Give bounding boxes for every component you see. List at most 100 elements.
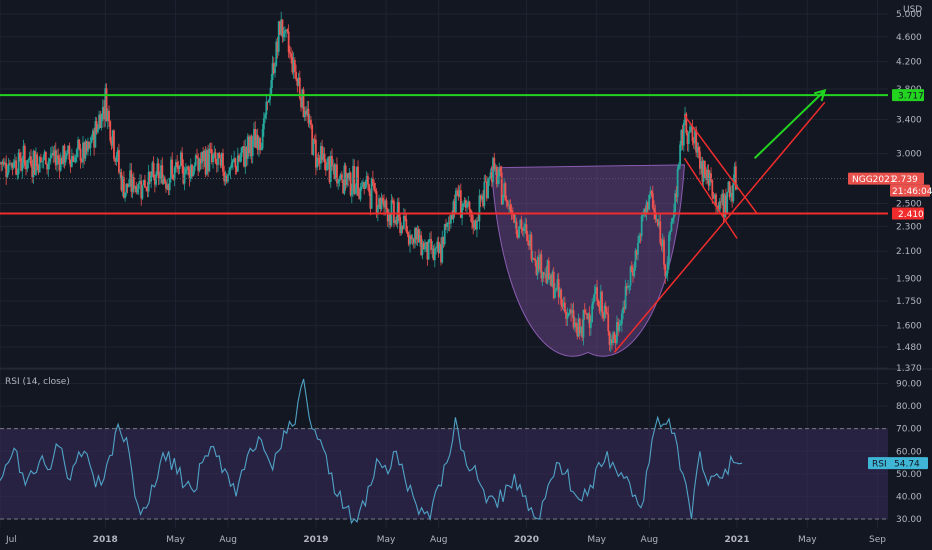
- candle-body: [514, 221, 517, 223]
- price-pane[interactable]: [0, 11, 888, 357]
- candle-body: [88, 141, 91, 149]
- candle-body: [705, 174, 708, 180]
- candle-body: [31, 165, 34, 178]
- candle-body: [410, 235, 413, 239]
- candle-body: [388, 213, 390, 222]
- candle-body: [700, 161, 703, 169]
- candle-body: [478, 195, 481, 222]
- candle-body: [721, 193, 724, 202]
- candle-body: [168, 178, 171, 191]
- candle-body: [703, 160, 706, 175]
- candle-body: [286, 29, 289, 32]
- candle-body: [113, 130, 115, 159]
- candle-body: [25, 165, 27, 170]
- candle-body: [39, 157, 42, 162]
- candle-body: [545, 273, 548, 283]
- candle-body: [103, 106, 105, 120]
- candle-body: [121, 177, 124, 191]
- candle-body: [718, 201, 721, 212]
- candle-body: [573, 322, 576, 328]
- candle-body: [702, 160, 705, 182]
- projection-arrow-head[interactable]: [813, 89, 827, 102]
- candle-body: [531, 258, 534, 260]
- candle-body: [585, 312, 587, 314]
- time-tick-label: Aug: [219, 535, 237, 545]
- candle-body: [132, 177, 135, 189]
- candle-body: [228, 170, 231, 175]
- candle-body: [46, 164, 48, 170]
- candle-body: [63, 145, 66, 163]
- candle-body: [285, 29, 288, 31]
- candle-body: [250, 136, 253, 156]
- candle-body: [245, 146, 248, 159]
- candle-body: [155, 173, 157, 185]
- candle-body: [536, 257, 539, 275]
- candle-body: [477, 220, 480, 222]
- candle-body: [438, 244, 441, 254]
- candle-body: [521, 228, 524, 232]
- candle-body: [407, 234, 410, 245]
- candle-body: [80, 160, 83, 163]
- candle-body: [427, 239, 430, 260]
- trend-drawings[interactable]: [613, 89, 827, 353]
- candle-body: [363, 182, 366, 189]
- candle-body: [65, 152, 68, 156]
- candle-body: [511, 214, 514, 216]
- candle-body: [101, 106, 104, 114]
- candle-body: [2, 161, 5, 165]
- candle-body: [368, 184, 371, 193]
- candle-body: [711, 180, 714, 197]
- price-axis[interactable]: USD 5.0004.6004.2003.8003.4003.0002.5002…: [896, 5, 922, 374]
- candle-body: [586, 313, 589, 319]
- candle-body: [575, 322, 577, 326]
- candle-body: [100, 113, 103, 128]
- candle-body: [281, 19, 284, 38]
- price-tick-label: 2.100: [896, 247, 922, 257]
- candle-body: [513, 214, 515, 223]
- candle-body: [297, 77, 300, 86]
- candle-body: [201, 152, 203, 164]
- candle-body: [580, 327, 582, 334]
- candle-body: [291, 57, 294, 73]
- candle-body: [124, 192, 127, 198]
- time-axis[interactable]: Jul 2018 May Aug 2019 May Aug 2020 May Aug 2021 May…: [5, 535, 886, 545]
- candle-body: [687, 132, 690, 144]
- candle-body: [229, 167, 232, 171]
- projection-arrow[interactable]: [753, 89, 826, 159]
- candle-body: [4, 162, 6, 165]
- rising-trendline[interactable]: [613, 101, 826, 353]
- channel-lower-line[interactable]: [683, 157, 738, 239]
- candle-body: [589, 322, 592, 328]
- candle-body: [385, 200, 388, 210]
- rsi-axis[interactable]: 90.00 80.00 70.00 60.00 50.00 40.00 30.00: [896, 380, 922, 525]
- candle-body: [362, 182, 364, 187]
- rsi-pane[interactable]: RSI (14, close): [0, 377, 888, 525]
- candle-body: [15, 160, 18, 175]
- candle-body: [690, 126, 693, 128]
- rsi-title[interactable]: RSI (14, close): [5, 377, 70, 387]
- candle-body: [528, 240, 530, 246]
- time-tick-label: Aug: [641, 535, 659, 545]
- candle-body: [560, 289, 563, 305]
- candle-body: [443, 224, 446, 245]
- candle-body: [171, 159, 174, 176]
- channel-upper-line[interactable]: [683, 115, 758, 214]
- candle-body: [593, 293, 596, 302]
- candle-body: [401, 226, 404, 229]
- candle-body: [458, 190, 461, 197]
- candle-body: [464, 200, 467, 208]
- candle-body: [108, 110, 110, 122]
- candle-body: [249, 136, 252, 154]
- candle-body: [731, 192, 734, 202]
- candle-body: [74, 157, 77, 162]
- candle-body: [322, 153, 325, 160]
- rsi-tag: [868, 457, 928, 470]
- candle-body: [614, 339, 617, 344]
- candle-body: [53, 150, 56, 156]
- candle-body: [395, 220, 398, 224]
- candle-body: [13, 160, 16, 163]
- candle-body: [84, 141, 87, 159]
- candle-body: [645, 202, 648, 213]
- candle-body: [618, 325, 621, 331]
- candle-body: [353, 166, 356, 194]
